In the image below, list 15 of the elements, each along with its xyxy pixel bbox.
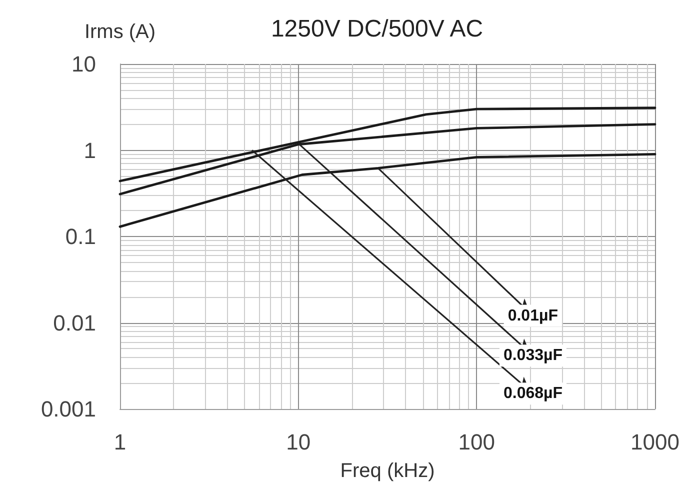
y-tick-label: 10 xyxy=(72,52,96,76)
y-tick-label: 0.01 xyxy=(53,310,96,336)
annotation: 0.01µF xyxy=(508,307,558,324)
x-tick-label: 100 xyxy=(458,430,496,454)
x-axis-title: Freq (kHz) xyxy=(340,460,435,482)
y-tick-label: 0.001 xyxy=(40,396,96,422)
y-axis-title: Irms (A) xyxy=(84,21,156,43)
y-tick-label: 0.1 xyxy=(65,224,96,249)
x-tick-label: 1 xyxy=(114,430,126,454)
annotation: 0.033µF xyxy=(503,347,563,364)
chart-title: 1250V DC/500V AC xyxy=(270,16,484,42)
x-tick-label: 1000 xyxy=(630,430,680,454)
x-tick-label: 10 xyxy=(286,430,311,454)
annotation: 0.068µF xyxy=(504,385,563,402)
y-tick-label: 1 xyxy=(84,138,96,163)
